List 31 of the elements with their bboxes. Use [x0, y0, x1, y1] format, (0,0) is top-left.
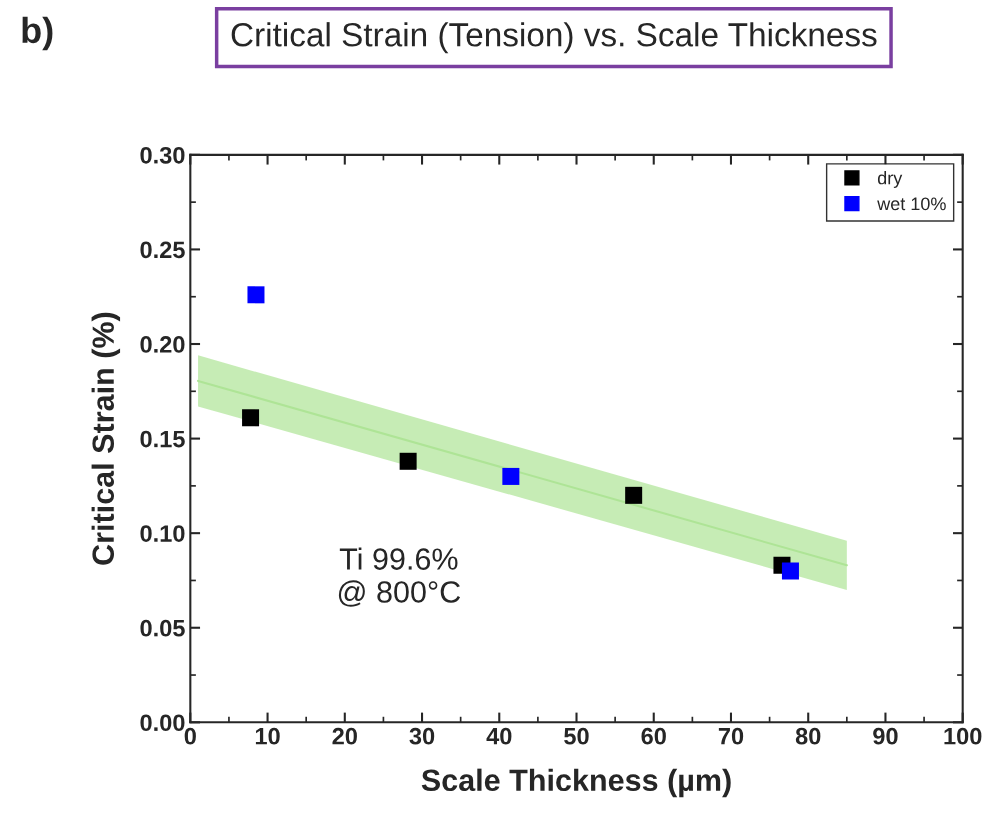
text: b) [22, 16, 53, 51]
y-tick-label: 0.25 [140, 241, 185, 259]
x-tick-label: 0 [184, 727, 196, 745]
x-tick-label: 30 [409, 727, 435, 745]
x-tick-label: 80 [795, 727, 821, 745]
annotation: Ti 99.6% @ 800°C [338, 547, 461, 607]
x-tick-label: 10 [255, 727, 280, 745]
x-tick-label: 40 [486, 727, 512, 745]
y-tick-label: 0.30 [140, 146, 185, 164]
point [502, 467, 520, 485]
chart-title: Critical Strain (Tension) vs. Scale Thickness [231, 22, 877, 54]
y-tick-label: 0.20 [140, 336, 185, 353]
point [247, 286, 265, 304]
point [625, 486, 643, 504]
x-tick-label: 50 [564, 727, 589, 745]
y-tick-label: 0.15 [140, 430, 185, 448]
point [781, 562, 799, 580]
y-tick-label: 0.10 [140, 525, 185, 542]
point [242, 409, 260, 427]
x-tick-label: 60 [641, 727, 666, 745]
x-tick-label: 20 [332, 727, 357, 745]
legend-label: dry [877, 171, 903, 188]
x-axis-title: Scale Thickness (µm) [421, 768, 731, 798]
x-tick-label: 70 [718, 727, 744, 745]
legend-label: wet 10% [877, 197, 946, 211]
y-tick-label: 0.00 [140, 714, 185, 732]
point [399, 452, 417, 470]
y-axis-title: Critical Strain (%) [91, 312, 121, 565]
x-tick-label: 100 [944, 727, 982, 745]
x-tick-label: 90 [873, 727, 898, 745]
y-tick-label: 0.05 [140, 619, 185, 637]
